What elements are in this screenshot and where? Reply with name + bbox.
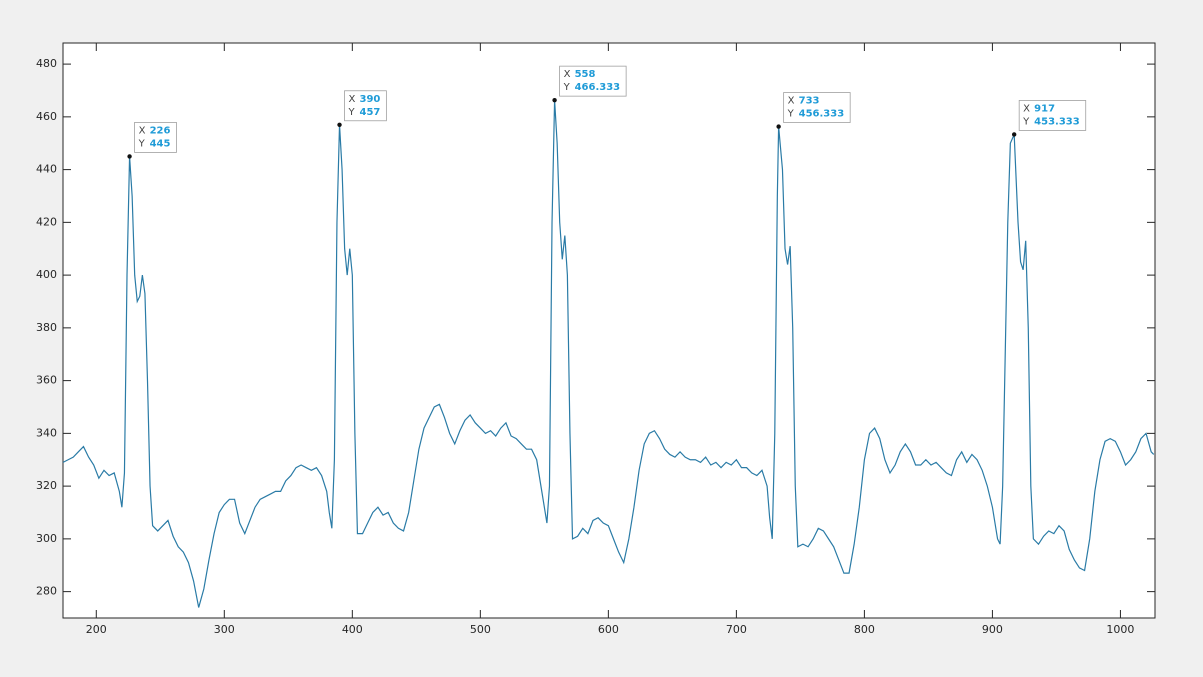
datatip-x-value: 733 <box>799 96 820 107</box>
x-tick-label: 400 <box>342 623 363 636</box>
datatip-x-label: X <box>564 69 571 80</box>
y-tick-label: 460 <box>36 110 57 123</box>
datatip-box <box>783 92 851 123</box>
x-tick-label: 800 <box>854 623 875 636</box>
datatip-x-label: X <box>1023 103 1030 114</box>
datatip-marker <box>552 97 557 103</box>
datatip: X 733 Y 456.333 <box>783 92 851 123</box>
x-tick-label: 1000 <box>1106 623 1134 636</box>
y-tick-label: 320 <box>36 479 57 492</box>
datatip-x-value: 917 <box>1034 103 1055 114</box>
data-line <box>62 100 1155 608</box>
datatip-box <box>134 122 177 153</box>
y-tick-label: 440 <box>36 163 57 176</box>
x-tick-label: 300 <box>214 623 235 636</box>
x-tick-label: 200 <box>86 623 107 636</box>
datatip-y-value: 457 <box>360 107 381 118</box>
axes-box <box>62 42 1156 619</box>
datatip: X 226 Y 445 <box>134 122 177 153</box>
y-tick-label: 400 <box>36 268 57 281</box>
datatip-marker <box>776 124 781 129</box>
datatip: X 917 Y 453.333 <box>1018 100 1087 131</box>
x-tick-label: 600 <box>598 623 619 636</box>
datatip-box <box>559 65 627 97</box>
x-tick-label: 500 <box>470 623 491 636</box>
datatip-x-label: X <box>349 94 356 105</box>
datatip-y-value: 453.333 <box>1034 116 1080 127</box>
datatip-marker <box>337 122 342 127</box>
datatip: X 558 Y 466.333 <box>559 65 627 97</box>
datatip-x-value: 226 <box>150 125 171 136</box>
y-tick-label: 300 <box>36 532 57 545</box>
datatip-y-label: Y <box>1022 116 1030 127</box>
datatip-marker <box>1011 132 1017 137</box>
datatip-y-label: Y <box>348 107 356 118</box>
datatip-y-value: 466.333 <box>575 82 621 93</box>
y-tick-label: 360 <box>36 374 57 387</box>
y-tick-label: 280 <box>36 585 57 598</box>
datatip-x-label: X <box>139 125 146 136</box>
y-tick-label: 340 <box>36 426 57 439</box>
datatip-marker <box>127 154 132 159</box>
datatip-box <box>1018 100 1087 131</box>
y-tick-label: 420 <box>36 215 57 228</box>
datatip-y-value: 445 <box>150 138 171 149</box>
datatip: X 390 Y 457 <box>344 90 387 122</box>
datatip-y-label: Y <box>138 138 146 149</box>
y-tick-label: 380 <box>36 321 57 334</box>
datatip-y-value: 456.333 <box>799 109 845 120</box>
datatip-x-label: X <box>788 96 795 107</box>
x-tick-label: 700 <box>726 623 747 636</box>
x-tick-label: 900 <box>982 623 1003 636</box>
axes-background <box>63 43 1155 618</box>
y-tick-label: 480 <box>36 57 57 70</box>
datatip-x-value: 390 <box>360 94 381 105</box>
datatip-y-label: Y <box>563 82 571 93</box>
datatip-box <box>344 90 387 122</box>
datatip-x-value: 558 <box>575 69 596 80</box>
datatip-y-label: Y <box>787 109 795 120</box>
